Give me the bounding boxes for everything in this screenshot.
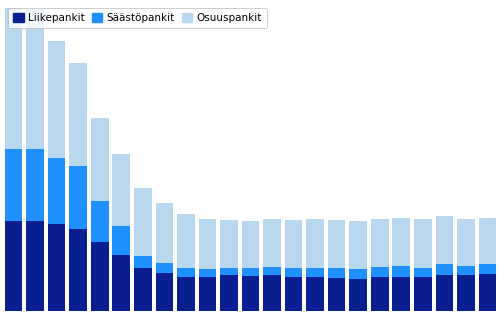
Bar	[306, 277, 324, 311]
Bar	[241, 221, 260, 268]
Bar	[198, 277, 216, 311]
Bar	[263, 275, 281, 311]
Bar	[414, 219, 432, 268]
Bar	[220, 220, 238, 268]
Bar	[48, 41, 66, 158]
Bar	[392, 277, 410, 311]
Bar	[48, 224, 66, 311]
Bar	[414, 268, 432, 277]
Bar	[91, 242, 109, 311]
Bar	[177, 268, 195, 277]
Bar	[26, 221, 44, 311]
Bar	[91, 201, 109, 242]
Bar	[435, 216, 453, 264]
Bar	[478, 264, 496, 274]
Bar	[26, 9, 44, 149]
Bar	[285, 277, 303, 311]
Bar	[26, 149, 44, 221]
Bar	[220, 268, 238, 275]
Bar	[155, 203, 173, 263]
Bar	[349, 279, 367, 311]
Bar	[392, 218, 410, 266]
Bar	[241, 276, 260, 311]
Bar	[328, 278, 346, 311]
Bar	[457, 219, 475, 266]
Bar	[155, 263, 173, 273]
Bar	[285, 268, 303, 277]
Bar	[198, 219, 216, 269]
Bar	[435, 275, 453, 311]
Bar	[112, 226, 130, 255]
Bar	[328, 268, 346, 278]
Bar	[349, 269, 367, 279]
Bar	[392, 266, 410, 277]
Bar	[263, 267, 281, 275]
Bar	[48, 158, 66, 224]
Bar	[306, 268, 324, 277]
Bar	[435, 264, 453, 275]
Bar	[285, 220, 303, 268]
Bar	[478, 274, 496, 311]
Bar	[241, 268, 260, 276]
Bar	[5, 221, 23, 311]
Bar	[155, 273, 173, 311]
Bar	[177, 214, 195, 268]
Legend: Liikepankit, Säästöpankit, Osuuspankit: Liikepankit, Säästöpankit, Osuuspankit	[8, 8, 267, 28]
Bar	[69, 166, 87, 229]
Bar	[134, 268, 152, 311]
Bar	[91, 118, 109, 201]
Bar	[349, 221, 367, 269]
Bar	[371, 267, 389, 277]
Bar	[371, 277, 389, 311]
Bar	[457, 266, 475, 275]
Bar	[478, 218, 496, 264]
Bar	[5, 149, 23, 221]
Bar	[177, 277, 195, 311]
Bar	[5, 8, 23, 149]
Bar	[220, 275, 238, 311]
Bar	[112, 255, 130, 311]
Bar	[414, 277, 432, 311]
Bar	[134, 188, 152, 256]
Bar	[69, 63, 87, 166]
Bar	[134, 256, 152, 268]
Bar	[457, 275, 475, 311]
Bar	[69, 229, 87, 311]
Bar	[112, 154, 130, 226]
Bar	[328, 220, 346, 268]
Bar	[263, 219, 281, 267]
Bar	[198, 269, 216, 277]
Bar	[306, 219, 324, 268]
Bar	[371, 219, 389, 267]
